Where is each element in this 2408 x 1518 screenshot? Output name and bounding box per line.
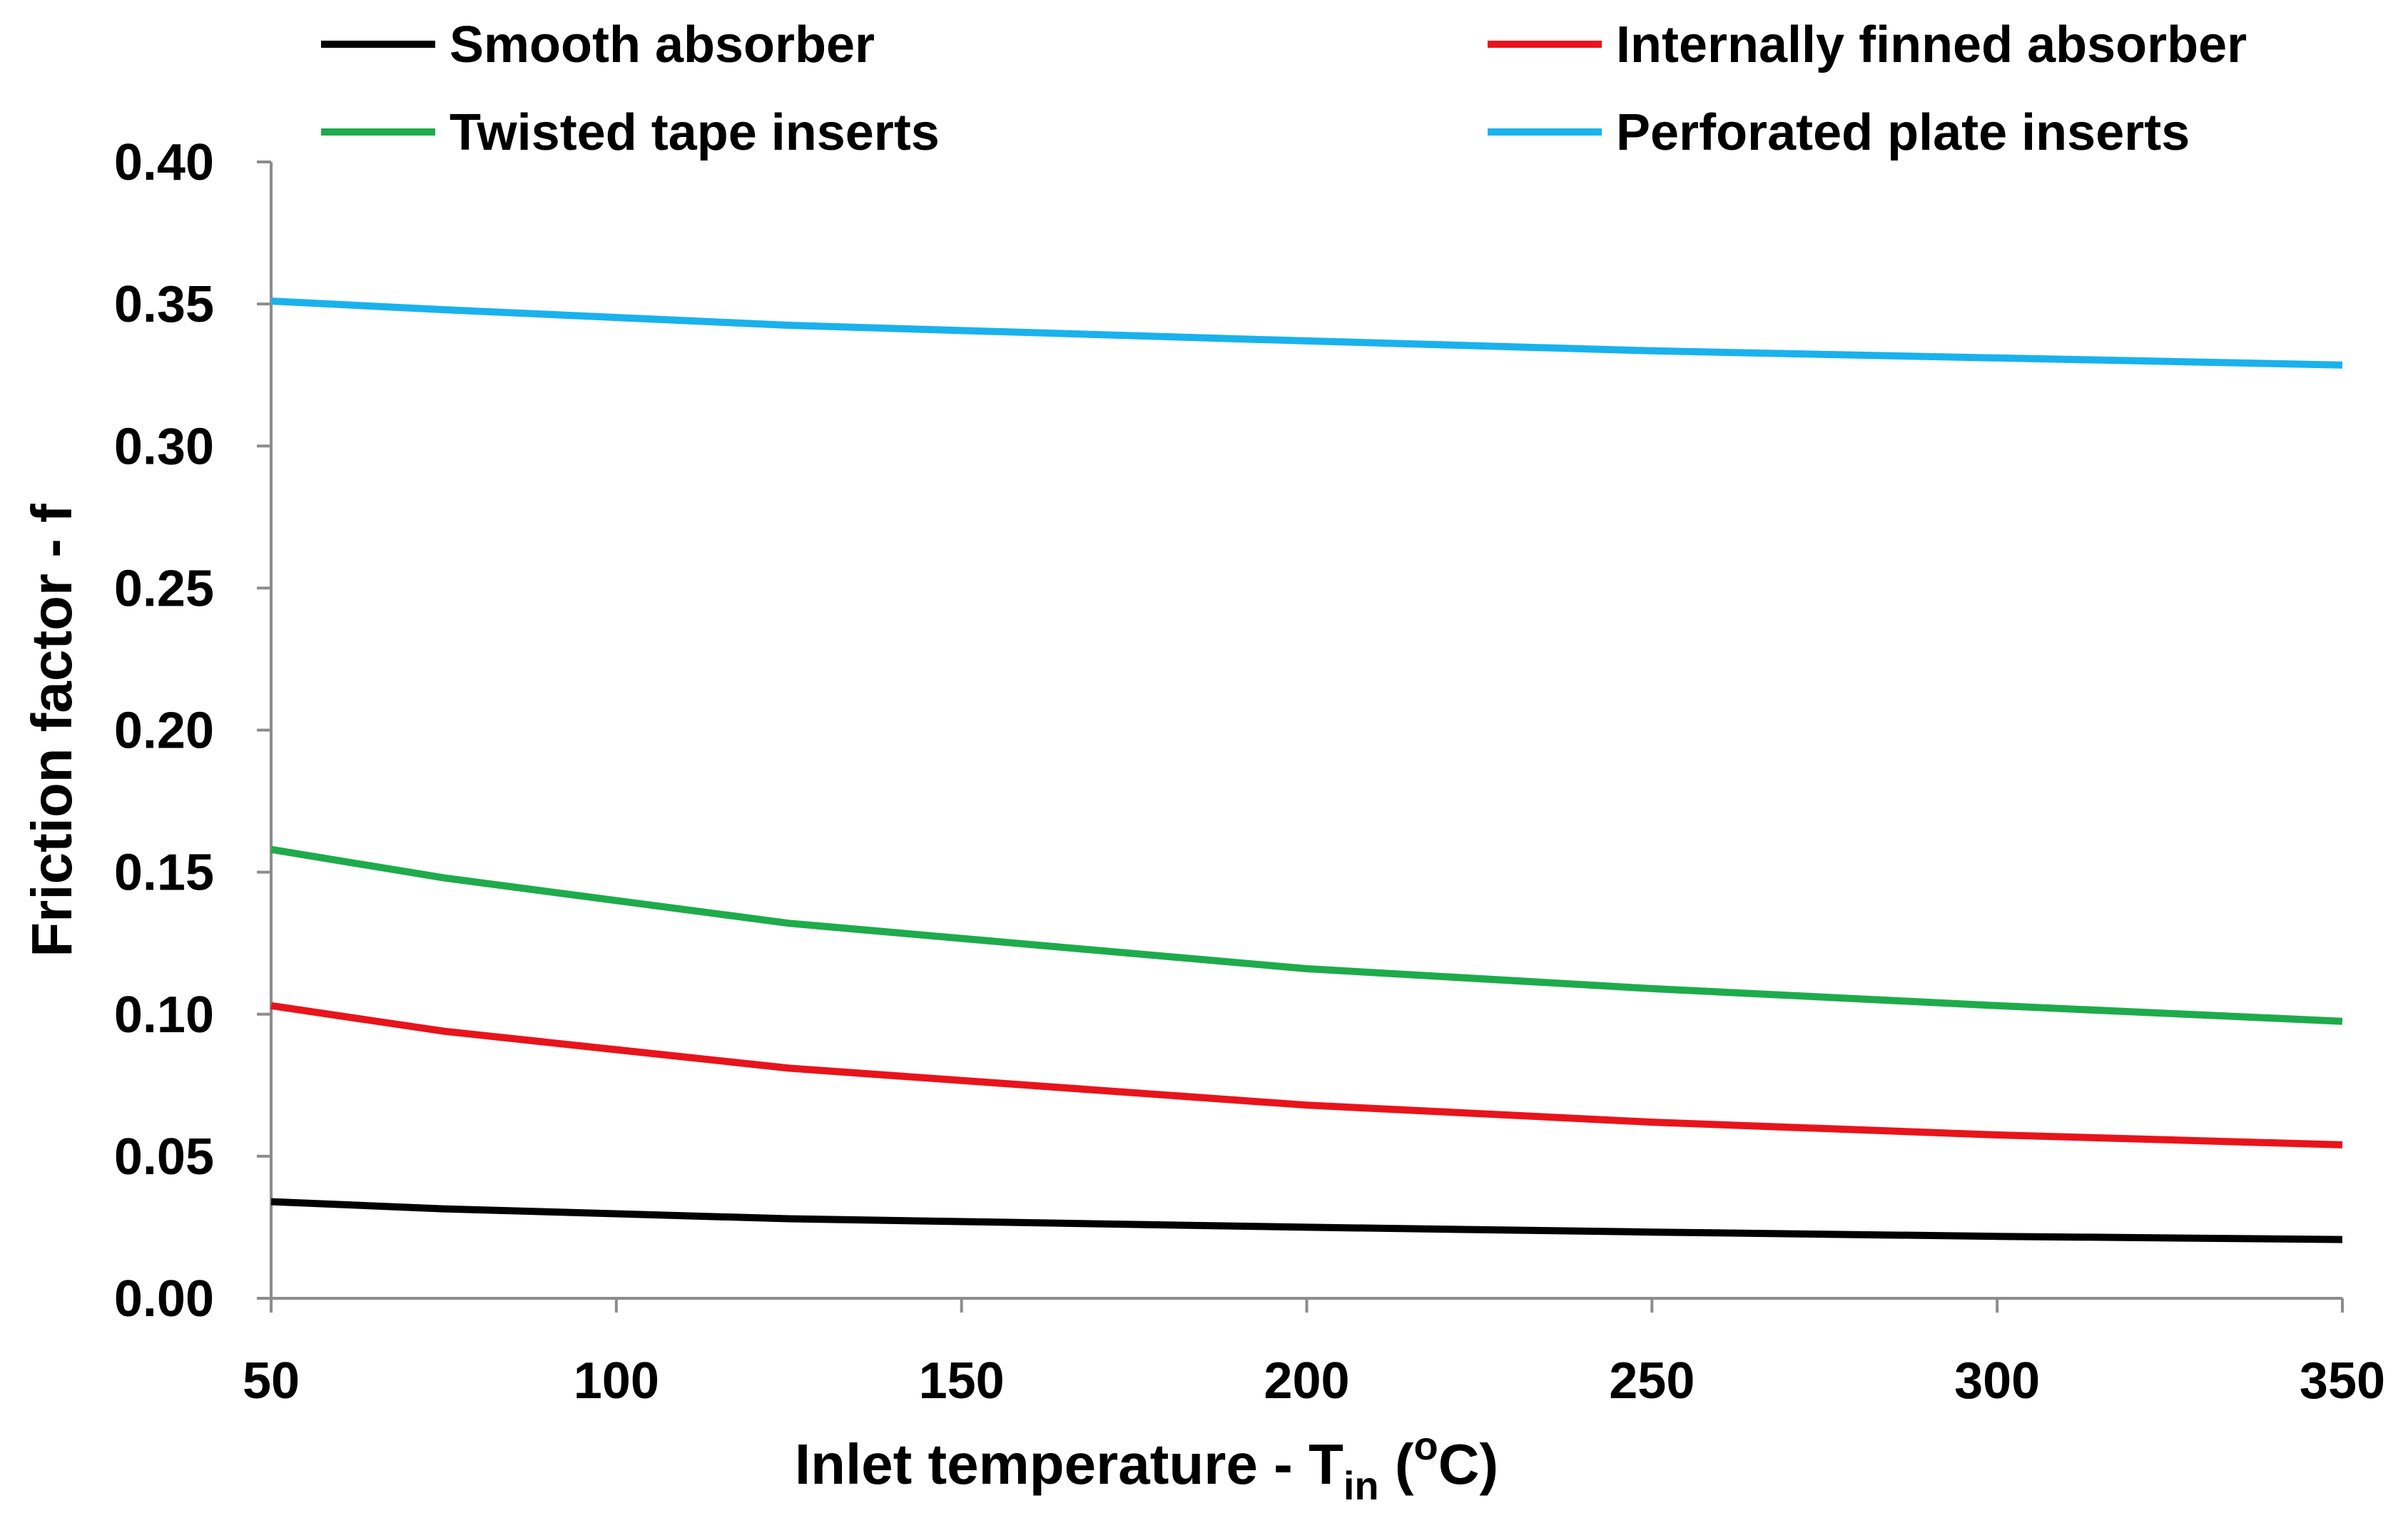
y-tick-label: 0.10 — [114, 987, 214, 1044]
legend-label-perforated-plate-inserts: Perforated plate inserts — [1616, 104, 2190, 161]
x-tick-label: 100 — [574, 1353, 659, 1410]
x-tick-label: 50 — [243, 1353, 300, 1410]
y-tick-label: 0.30 — [114, 418, 214, 475]
y-tick-label: 0.20 — [114, 703, 214, 760]
y-tick-label: 0.00 — [114, 1270, 214, 1328]
series-line-smooth-absorber — [270, 1198, 2343, 1243]
x-tick-label: 350 — [2300, 1353, 2385, 1410]
series-line-twisted-tape-inserts — [270, 845, 2343, 1025]
y-tick-label: 0.35 — [114, 276, 214, 333]
y-tick-label: 0.40 — [114, 134, 214, 191]
y-tick-label: 0.15 — [114, 845, 214, 902]
x-tick-label: 200 — [1264, 1353, 1349, 1410]
series-line-perforated-plate-inserts — [270, 297, 2343, 369]
series-line-internally-finned-absorber — [270, 1002, 2343, 1148]
axes: 0.00 0.05 0.10 0.15 0.20 0.25 0.30 0.35 0.40 50 10… — [114, 134, 2385, 1410]
y-tick-label: 0.05 — [114, 1129, 214, 1186]
x-tick-label: 300 — [1954, 1353, 2040, 1410]
legend: Smooth absorber Internally finned absorbe… — [321, 16, 2247, 161]
legend-label-smooth-absorber: Smooth absorber — [449, 16, 875, 73]
legend-label-twisted-tape-inserts: Twisted tape inserts — [449, 104, 940, 161]
series-lines — [270, 297, 2343, 1243]
x-tick-label: 250 — [1609, 1353, 1695, 1410]
x-tick-label: 150 — [919, 1353, 1005, 1410]
y-axis-title: Friction factor - f — [20, 504, 83, 957]
legend-label-internally-finned-absorber: Internally finned absorber — [1616, 16, 2247, 73]
x-axis-title: Inlet temperature - Tin (oC) — [795, 1423, 1498, 1508]
y-tick-label: 0.25 — [114, 560, 214, 617]
